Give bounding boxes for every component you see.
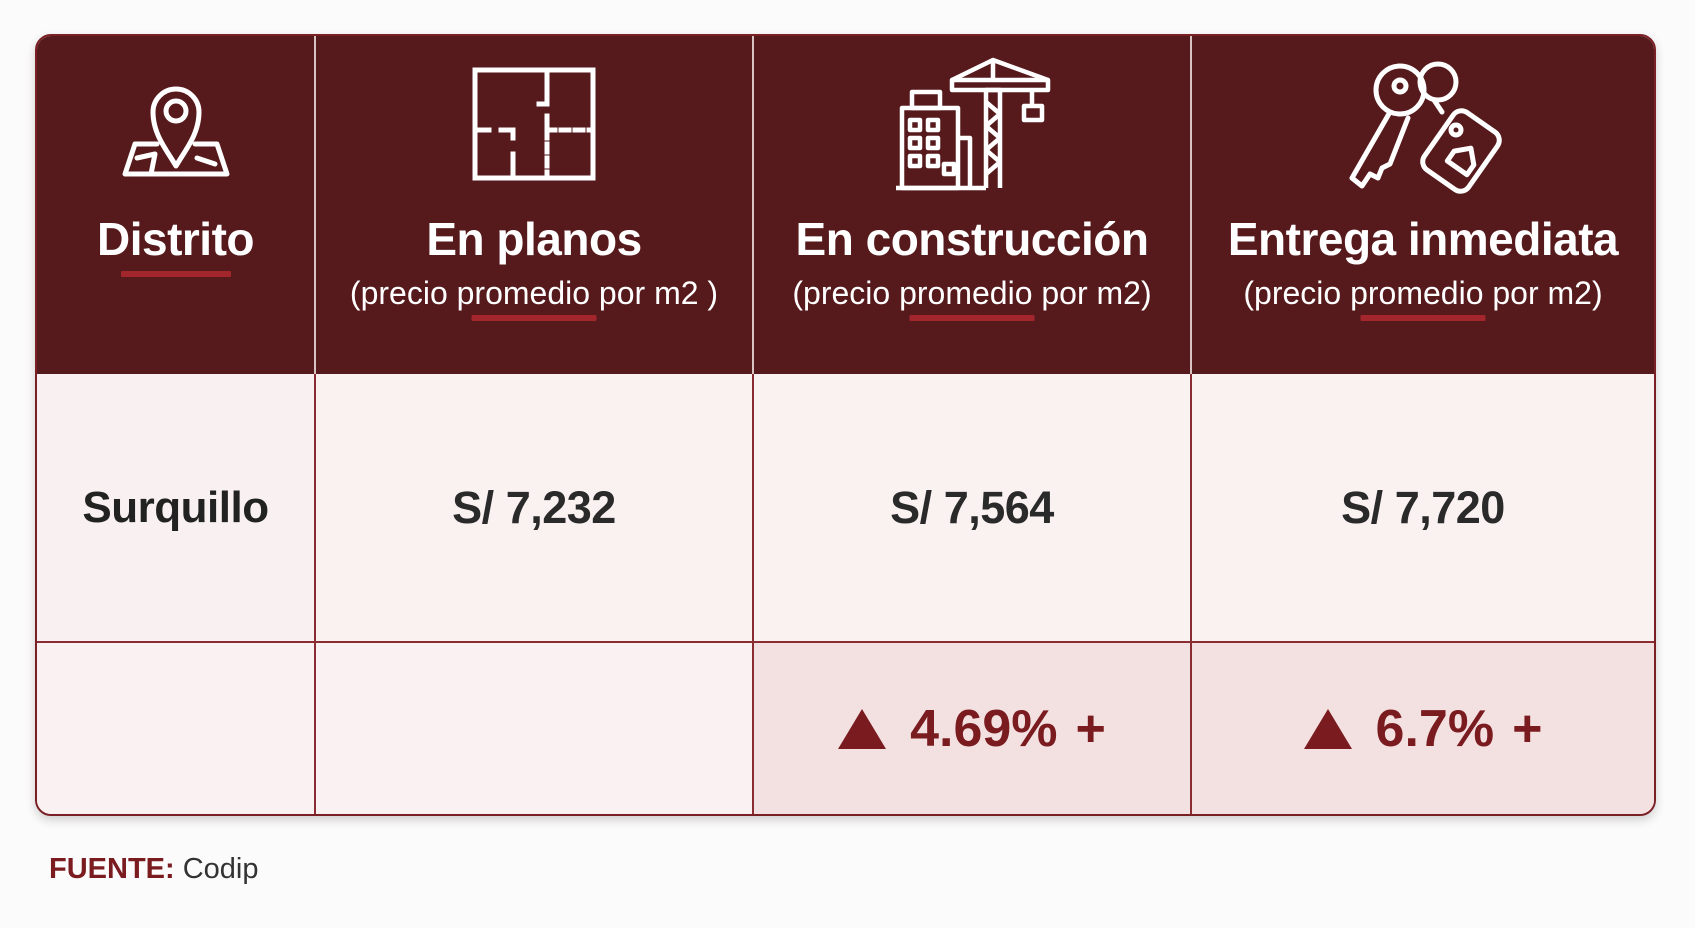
price-table-card: Distrito En planos (precio promedio por …: [35, 34, 1656, 816]
map-pin-icon: [111, 54, 241, 189]
change-suffix-construccion: +: [1075, 699, 1106, 758]
price-cell-planos: S/ 7,232: [316, 374, 754, 643]
header-underline: [909, 315, 1035, 321]
change-value-construccion: 4.69%: [910, 699, 1058, 758]
change-suffix-entrega: +: [1512, 699, 1543, 758]
header-entrega: Entrega inmediata (precio promedio por m…: [1192, 36, 1654, 374]
triangle-up-icon: [838, 708, 887, 749]
header-subtitle-construccion: (precio promedio por m2): [792, 275, 1152, 311]
building-crane-icon: [892, 52, 1052, 197]
source-label: FUENTE:: [49, 853, 175, 885]
header-title-district: Distrito: [97, 213, 255, 265]
change-value-entrega: 6.7%: [1375, 699, 1495, 758]
change-cell-empty-district: [37, 643, 316, 814]
header-planos: En planos (precio promedio por m2 ): [316, 36, 754, 374]
price-cell-entrega: S/ 7,720: [1192, 374, 1654, 643]
district-cell: Surquillo: [37, 374, 316, 643]
price-planos: S/ 7,232: [452, 481, 616, 533]
triangle-up-icon: [1303, 708, 1352, 749]
keys-icon: [1338, 56, 1508, 201]
change-cell-construccion: 4.69% +: [754, 643, 1192, 814]
header-title-construccion: En construcción: [795, 213, 1149, 265]
header-title-planos: En planos: [426, 213, 642, 265]
source-note: FUENTE: Codip: [49, 853, 259, 886]
change-cell-entrega: 6.7% +: [1192, 643, 1654, 814]
header-subtitle-entrega: (precio promedio por m2): [1243, 275, 1603, 311]
price-table: Distrito En planos (precio promedio por …: [37, 36, 1654, 814]
source-value: Codip: [182, 853, 259, 885]
header-underline: [471, 315, 597, 321]
header-district: Distrito: [37, 36, 316, 374]
price-entrega: S/ 7,720: [1341, 481, 1505, 533]
floor-plan-icon: [469, 64, 599, 189]
header-title-entrega: Entrega inmediata: [1227, 213, 1619, 265]
header-subtitle-planos: (precio promedio por m2 ): [349, 275, 719, 311]
price-cell-construccion: S/ 7,564: [754, 374, 1192, 643]
change-cell-empty-planos: [316, 643, 754, 814]
change-construccion: 4.69% +: [838, 699, 1106, 759]
district-name: Surquillo: [82, 482, 269, 532]
price-construccion: S/ 7,564: [890, 481, 1054, 533]
header-construccion: En construcción (precio promedio por m2): [754, 36, 1192, 374]
header-underline: [120, 271, 231, 277]
header-underline: [1360, 315, 1486, 321]
change-entrega: 6.7% +: [1303, 699, 1543, 759]
